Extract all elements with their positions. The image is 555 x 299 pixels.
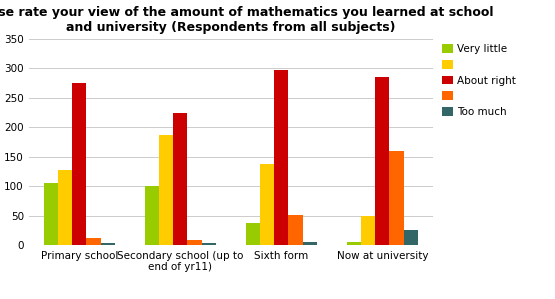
Bar bbox=[100, 243, 115, 245]
Bar bbox=[188, 240, 201, 245]
Bar bbox=[260, 164, 274, 245]
Bar bbox=[246, 223, 260, 245]
Title: Please rate your view of the amount of mathematics you learned at school
and uni: Please rate your view of the amount of m… bbox=[0, 6, 493, 33]
Bar bbox=[302, 242, 317, 245]
Bar bbox=[72, 83, 87, 245]
Bar bbox=[173, 112, 188, 245]
Bar bbox=[145, 186, 159, 245]
Bar bbox=[403, 231, 418, 245]
Bar bbox=[201, 243, 216, 245]
Bar bbox=[390, 151, 403, 245]
Bar bbox=[274, 70, 289, 245]
Bar bbox=[347, 242, 361, 245]
Bar bbox=[289, 215, 302, 245]
Bar bbox=[44, 183, 58, 245]
Bar bbox=[375, 77, 390, 245]
Bar bbox=[361, 216, 375, 245]
Legend: Very little, , About right, , Too much: Very little, , About right, , Too much bbox=[442, 44, 516, 117]
Bar bbox=[87, 238, 100, 245]
Bar bbox=[58, 170, 72, 245]
Bar bbox=[159, 135, 173, 245]
